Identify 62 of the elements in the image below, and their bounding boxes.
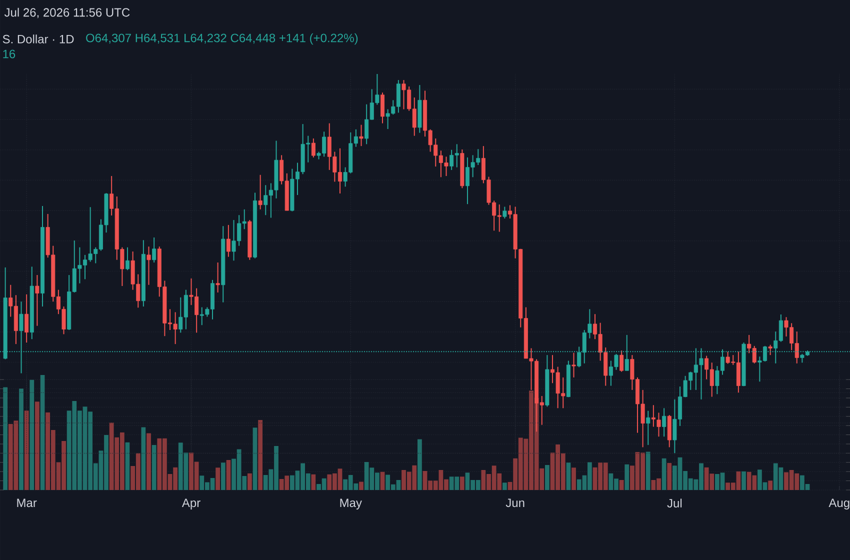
- bar: [19, 388, 24, 490]
- bar: [359, 482, 364, 490]
- chart-title: S. Dollar · 1D: [2, 34, 74, 44]
- candlestick: [502, 206, 507, 220]
- bar: [258, 420, 263, 490]
- bar: [572, 468, 576, 490]
- bar: [146, 433, 151, 490]
- candlestick: [359, 124, 364, 147]
- bar: [566, 462, 571, 490]
- x-tick-label: Aug: [828, 498, 850, 510]
- text: O64,307 H64,531 L64,232 C64,448 +141 (+0.22%): [86, 33, 358, 45]
- candlestick: [126, 246, 130, 271]
- bar: [742, 471, 746, 490]
- bar: [226, 460, 231, 490]
- bar: [619, 480, 624, 490]
- candlestick: [662, 408, 666, 438]
- bar: [544, 465, 550, 490]
- bar: [380, 472, 385, 490]
- bar: [460, 476, 464, 490]
- bar: [311, 474, 316, 490]
- bar: [502, 482, 507, 490]
- bar: [220, 462, 226, 490]
- bar: [768, 480, 773, 490]
- bar: [216, 468, 220, 490]
- candlestick: [620, 350, 624, 372]
- x-tick-label: May: [340, 498, 362, 510]
- bar: [35, 402, 40, 490]
- candlestick: [656, 412, 661, 438]
- text: Jul 26, 2026 11:56 UTC: [4, 8, 130, 18]
- bar: [624, 464, 630, 490]
- candlestick: [572, 352, 576, 378]
- x-tick-label: Apr: [182, 498, 200, 510]
- x-tick-label: Jul: [667, 498, 682, 508]
- candlestick: [35, 274, 40, 326]
- bar: [40, 374, 45, 490]
- candlestick: [768, 344, 772, 356]
- candlestick: [380, 92, 385, 124]
- candlestick: [152, 236, 156, 264]
- candlestick: [258, 174, 262, 210]
- x-tick-label: Jun: [506, 498, 524, 508]
- candlestick: [651, 404, 656, 428]
- bar: [141, 427, 146, 490]
- bar: [667, 462, 672, 490]
- candlestick: [646, 410, 650, 446]
- bar: [152, 445, 156, 490]
- bar: [646, 452, 650, 490]
- bar: [24, 410, 29, 490]
- candlestick: [311, 138, 316, 158]
- bar: [662, 458, 666, 490]
- candlestick: [24, 294, 29, 344]
- candlestick: [226, 224, 230, 258]
- bar: [252, 428, 258, 490]
- x-tick-label: Mar: [17, 498, 37, 508]
- bar: [247, 473, 252, 490]
- bar: [3, 387, 8, 490]
- candlestick: [146, 246, 151, 286]
- candlestick: [667, 414, 672, 448]
- bar: [30, 380, 34, 490]
- bar: [417, 439, 422, 490]
- text: 16: [3, 50, 16, 58]
- candlestick: [216, 262, 220, 293]
- bar: [125, 442, 130, 490]
